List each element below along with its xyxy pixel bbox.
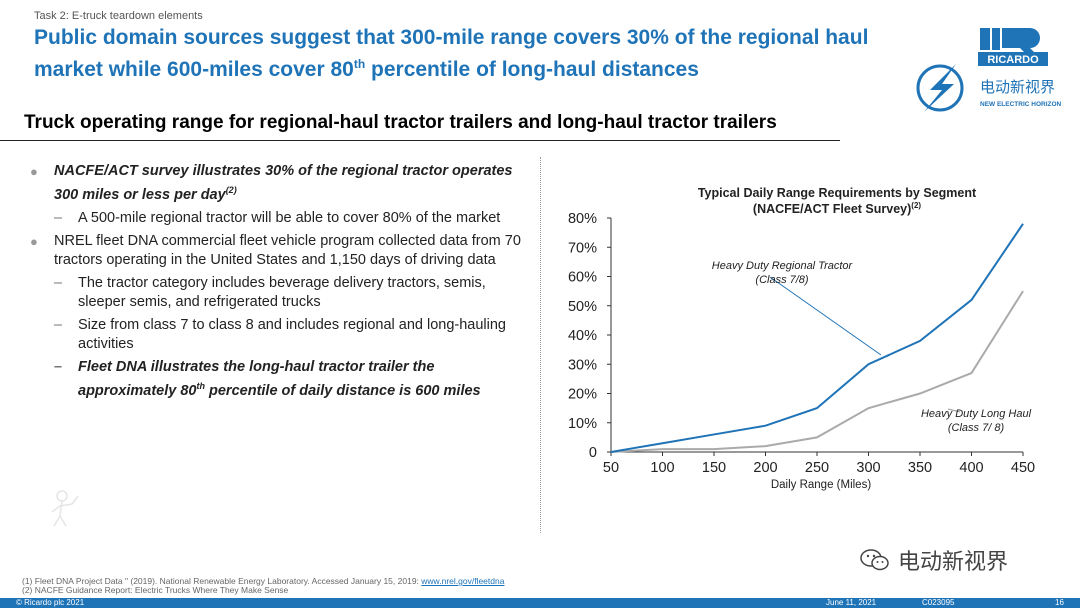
section-subtitle: Truck operating range for regional-haul … xyxy=(24,112,777,133)
series-label-regional: Heavy Duty Regional Tractor xyxy=(712,260,854,272)
wechat-icon xyxy=(860,549,889,571)
y-tick-label: 40% xyxy=(568,328,597,344)
y-tick-label: 20% xyxy=(568,387,597,403)
x-tick-labels: 50 100 150 200 250 300 350 400 450 xyxy=(603,460,1035,476)
chart-series xyxy=(610,223,1024,453)
longhaul-leader-line xyxy=(947,408,961,413)
y-tick-label: 50% xyxy=(568,299,597,315)
footnote-1: (1) Fleet DNA Project Data " (2019). Nat… xyxy=(22,577,504,586)
dash-icon: – xyxy=(54,358,63,375)
footer-date: June 11, 2021 xyxy=(826,598,877,607)
headline-sup: th xyxy=(353,57,366,71)
x-tick-label: 150 xyxy=(702,460,726,476)
footnotes: (1) Fleet DNA Project Data " (2019). Nat… xyxy=(22,577,504,595)
headline-part1: Public domain sources suggest that 300-m… xyxy=(34,26,869,81)
regional-leader-line xyxy=(769,276,882,356)
lightning-globe-icon xyxy=(916,64,964,112)
footnote-2: (2) NACFE Guidance Report: Electric Truc… xyxy=(22,585,289,595)
bullet-2-sub-3: – Fleet DNA illustrates the long-haul tra… xyxy=(30,358,530,401)
footer-code: C023095 xyxy=(922,598,955,607)
series-label-regional-class: (Class 7/8) xyxy=(755,274,809,286)
bullet-2-sub-2-text: Size from class 7 to class 8 and include… xyxy=(78,316,506,352)
footer-copyright: © Ricardo plc 2021 xyxy=(16,598,85,607)
bullet-list: ● NACFE/ACT survey illustrates 30% of the… xyxy=(30,162,530,405)
footer-page-number: 16 xyxy=(1055,598,1064,607)
bullet-2-sub-1: – The tractor category includes beverage … xyxy=(30,274,530,312)
series-label-longhaul-class: (Class 7/ 8) xyxy=(948,422,1005,434)
series-line-long-haul xyxy=(610,290,1024,453)
bullet-1: ● NACFE/ACT survey illustrates 30% of the… xyxy=(30,162,530,205)
chart-axes xyxy=(607,217,1024,456)
subtitle-divider xyxy=(0,140,840,141)
logo-cn-name: 电动新视界 xyxy=(980,78,1055,96)
headline-part2: percentile of long-haul distances xyxy=(365,58,699,81)
bullet-1-sup: (2) xyxy=(225,185,237,195)
x-axis-label: Daily Range (Miles) xyxy=(771,479,872,491)
x-tick-label: 400 xyxy=(959,460,983,476)
footer-bar xyxy=(0,598,1080,608)
chart-title-line2-text: (NACFE/ACT Fleet Survey) xyxy=(753,202,911,216)
ricardo-logo: RICARDO 电动新视界 NEW ELECTRIC HORIZON xyxy=(916,28,1062,112)
y-tick-label: 80% xyxy=(568,211,597,227)
bullet-1-sub-1: – A 500-mile regional tractor will be abl… xyxy=(30,209,530,228)
bullet-2: ● NREL fleet DNA commercial fleet vehicle… xyxy=(30,232,530,270)
footnote-1-text: (1) Fleet DNA Project Data " (2019). Nat… xyxy=(22,576,422,586)
y-tick-label: 0 xyxy=(589,445,597,461)
bullet-2-sub-3-sup: th xyxy=(196,380,205,391)
watermark-text: 电动新视界 xyxy=(898,549,1009,574)
x-tick-label: 250 xyxy=(805,460,829,476)
x-tick-label: 100 xyxy=(650,460,674,476)
bullet-2-sub-3-pre: Fleet DNA illustrates the long-haul trac… xyxy=(78,358,435,399)
y-tick-label: 10% xyxy=(568,416,597,432)
vertical-divider xyxy=(540,157,541,533)
bullet-dot-icon: ● xyxy=(30,164,38,179)
clipart-figure-icon xyxy=(51,490,79,527)
series-line-regional xyxy=(610,223,1024,453)
page-headline: Public domain sources suggest that 300-m… xyxy=(34,24,914,83)
x-tick-label: 50 xyxy=(603,460,619,476)
x-tick-label: 300 xyxy=(856,460,880,476)
bullet-1-text: NACFE/ACT survey illustrates 30% of the … xyxy=(54,163,513,203)
bullet-2-text: NREL fleet DNA commercial fleet vehicle … xyxy=(54,232,521,268)
bullet-dot-icon: ● xyxy=(30,233,38,249)
x-tick-label: 450 xyxy=(1011,460,1035,476)
logo-en-name: NEW ELECTRIC HORIZON xyxy=(980,101,1062,108)
logo-brand: RICARDO xyxy=(987,54,1039,66)
dash-icon: – xyxy=(54,209,63,226)
y-tick-label: 30% xyxy=(568,357,597,373)
dash-icon: – xyxy=(54,274,63,291)
chart-title-line2: (NACFE/ACT Fleet Survey)(2) xyxy=(753,201,921,216)
ricardo-mark-icon: RICARDO xyxy=(978,28,1048,66)
chart-title-sup: (2) xyxy=(911,201,921,210)
x-tick-label: 350 xyxy=(908,460,932,476)
dash-icon: – xyxy=(54,316,63,333)
y-tick-label: 70% xyxy=(568,240,597,256)
y-tick-labels: 0 10% 20% 30% 40% 50% 60% 70% 80% xyxy=(568,211,597,461)
bullet-1-sub-1-text: A 500-mile regional tractor will be able… xyxy=(78,209,501,226)
footnote-1-link[interactable]: www.nrel.gov/fleetdna xyxy=(421,576,505,586)
bullet-2-sub-1-text: The tractor category includes beverage d… xyxy=(78,274,486,310)
series-label-longhaul: Heavy Duty Long Haul xyxy=(921,408,1032,420)
y-tick-label: 60% xyxy=(568,270,597,286)
x-tick-label: 200 xyxy=(753,460,777,476)
task-label: Task 2: E-truck teardown elements xyxy=(34,10,203,22)
chart-title-line1: Typical Daily Range Requirements by Segm… xyxy=(698,186,977,200)
bullet-2-sub-3-post: percentile of daily distance is 600 mile… xyxy=(204,382,481,399)
bullet-2-sub-2: – Size from class 7 to class 8 and includ… xyxy=(30,316,530,354)
range-chart: Typical Daily Range Requirements by Segm… xyxy=(568,186,1035,491)
